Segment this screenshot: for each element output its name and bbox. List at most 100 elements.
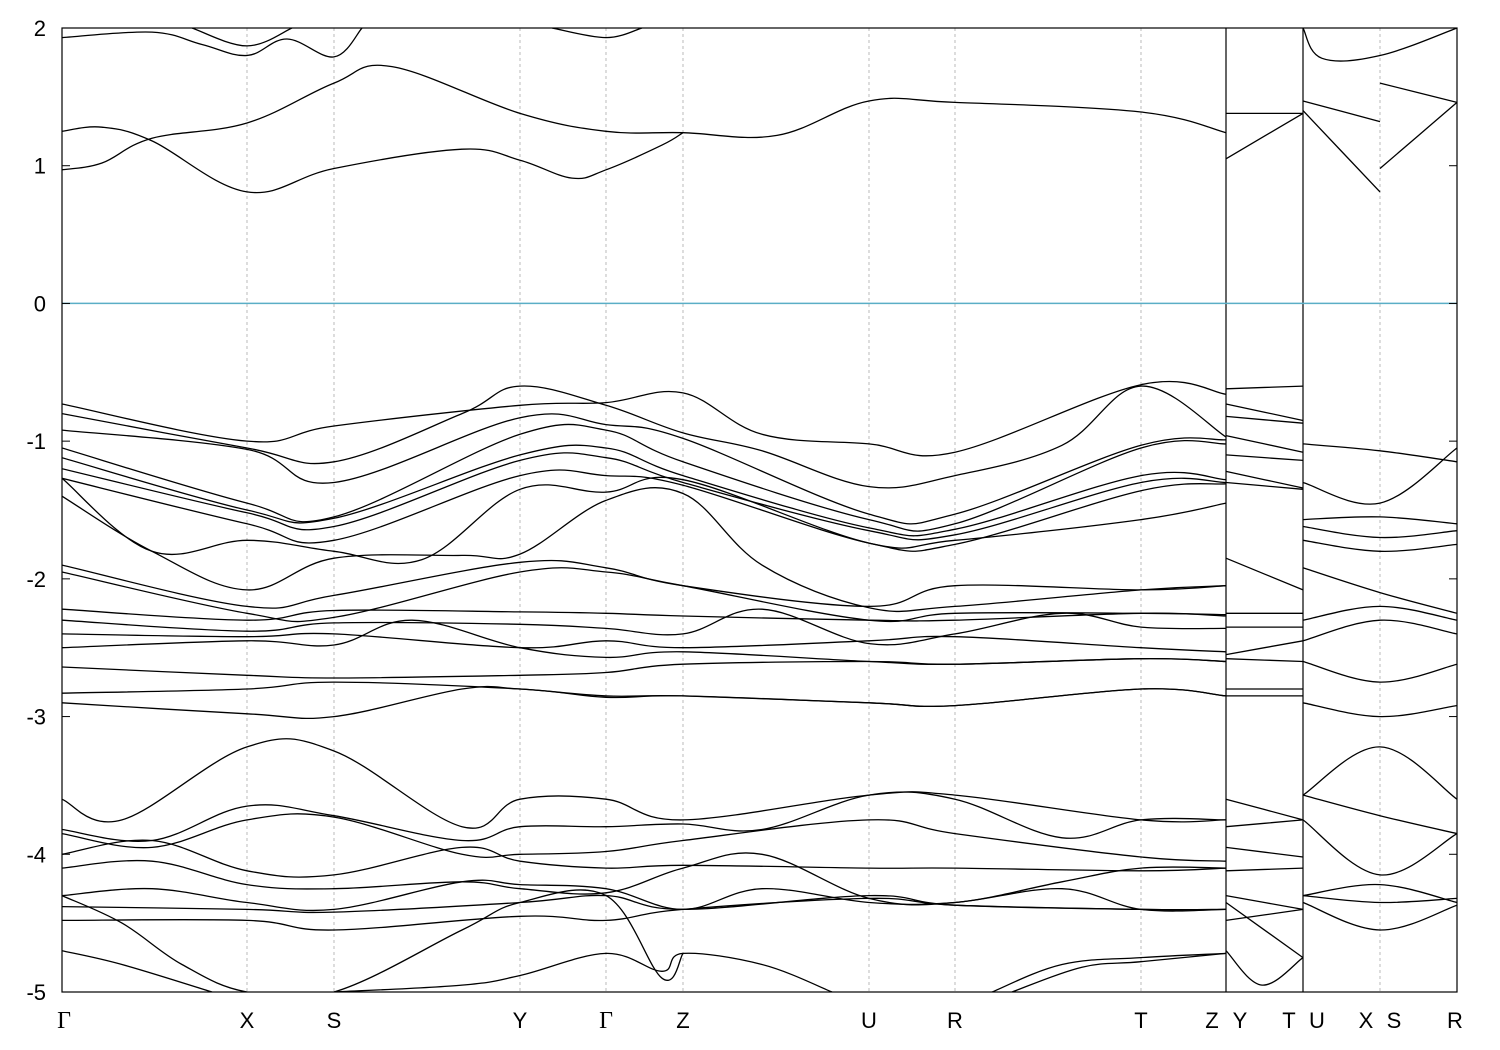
- kpath-label: S: [327, 1008, 342, 1033]
- plot-frame: [61, 27, 1458, 993]
- kpath-label: T: [1134, 1008, 1147, 1033]
- band-line-79: [1302, 894, 1457, 904]
- y-axis-ticks: 2 1 0 -1 -2 -3 -4 -5: [26, 16, 1457, 1005]
- y-tick-label: -4: [26, 842, 46, 867]
- band-line-54: [62, 738, 1227, 829]
- band-line-14: [62, 413, 1227, 525]
- band-line-66: [1011, 952, 1227, 992]
- band-line-20: [62, 487, 1227, 613]
- band-line-45: [1302, 447, 1457, 505]
- y-tick-label: 2: [34, 16, 46, 41]
- band-line-4: [551, 28, 643, 39]
- band-line-30: [1225, 385, 1304, 390]
- band-line-61: [62, 897, 1227, 931]
- band-line-32: [1225, 415, 1304, 424]
- band-line-52: [1302, 660, 1457, 683]
- band-line-80: [1302, 901, 1457, 931]
- band-line-59: [62, 879, 1227, 912]
- band-line-9: [1379, 101, 1457, 169]
- kpath-label: S: [1387, 1008, 1402, 1033]
- band-line-73: [1225, 950, 1304, 986]
- band-line-15: [62, 423, 1227, 532]
- band-line-47: [1302, 525, 1457, 539]
- band-line-49: [1302, 567, 1457, 614]
- band-line-19: [62, 476, 1227, 565]
- band-line-27: [62, 657, 1227, 679]
- band-line-56: [62, 813, 1227, 862]
- band-line-77: [1302, 819, 1457, 876]
- band-line-70: [1225, 867, 1304, 872]
- band-line-0: [62, 64, 1227, 171]
- band-line-10: [1379, 82, 1457, 104]
- band-line-48: [1302, 539, 1457, 552]
- band-line-28: [62, 681, 1227, 708]
- band-line-76: [1302, 794, 1457, 835]
- band-line-41: [1225, 658, 1304, 663]
- band-line-25: [62, 632, 1227, 653]
- band-line-5: [1225, 112, 1304, 160]
- band-line-57: [62, 839, 1227, 878]
- band-line-74: [1225, 901, 1304, 959]
- band-line-11: [1302, 28, 1457, 62]
- band-line-44: [1302, 443, 1457, 463]
- band-line-67: [1225, 798, 1304, 821]
- kpath-label: X: [240, 1008, 255, 1033]
- band-line-65: [991, 952, 1227, 992]
- kpath-label: Γ: [599, 1008, 613, 1034]
- kpath-label: X: [1359, 1008, 1374, 1033]
- band-line-51: [1302, 619, 1457, 642]
- band-line-35: [1225, 470, 1304, 489]
- kpath-label: Y: [513, 1008, 528, 1033]
- band-line-16: [62, 444, 1227, 537]
- kpath-label: Z: [676, 1008, 689, 1033]
- grid-lines: [246, 28, 1381, 992]
- band-line-55: [62, 791, 1227, 842]
- band-line-72: [1225, 908, 1304, 922]
- band-line-18: [62, 469, 1227, 552]
- band-line-29: [62, 685, 1227, 720]
- band-line-1: [62, 126, 684, 194]
- y-tick-label: -3: [26, 705, 46, 730]
- band-line-13: [62, 385, 1227, 489]
- band-line-75: [1302, 746, 1457, 800]
- band-line-50: [1302, 605, 1457, 621]
- band-line-60: [62, 894, 1227, 914]
- band-line-17: [62, 452, 1227, 541]
- band-line-69: [1225, 846, 1304, 858]
- band-line-71: [1225, 894, 1304, 911]
- band-line-31: [1225, 403, 1304, 422]
- kpath-label: Z: [1205, 1008, 1218, 1033]
- band-line-53: [1302, 702, 1457, 718]
- band-line-64: [333, 952, 833, 992]
- kpath-label: U: [1309, 1008, 1325, 1033]
- band-line-58: [62, 852, 1227, 906]
- kpath-label: U: [861, 1008, 877, 1033]
- kpath-label: Y: [1233, 1008, 1248, 1033]
- kpath-label: T: [1282, 1008, 1295, 1033]
- band-line-8: [1302, 110, 1381, 193]
- band-line-7: [1302, 100, 1381, 123]
- band-line-12: [62, 380, 1227, 457]
- band-line-2: [62, 28, 363, 58]
- kpath-label: R: [947, 1008, 963, 1033]
- band-line-37: [1225, 557, 1304, 591]
- y-tick-label: -2: [26, 567, 46, 592]
- band-line-24: [62, 608, 1227, 646]
- band-line-22: [62, 567, 1227, 623]
- y-tick-label: -1: [26, 429, 46, 454]
- band-line-33: [1225, 434, 1304, 453]
- band-line-40: [1225, 640, 1304, 656]
- band-line-68: [1225, 819, 1304, 828]
- band-line-46: [1302, 516, 1457, 525]
- band-line-36: [1225, 481, 1304, 490]
- kpath-label: R: [1447, 1008, 1463, 1033]
- y-tick-label: -5: [26, 980, 46, 1005]
- band-lines: [62, 28, 1457, 992]
- band-line-62: [62, 889, 684, 992]
- band-line-34: [1225, 454, 1304, 462]
- band-line-78: [1302, 883, 1457, 904]
- band-line-63: [62, 950, 213, 992]
- y-tick-label: 0: [34, 291, 46, 316]
